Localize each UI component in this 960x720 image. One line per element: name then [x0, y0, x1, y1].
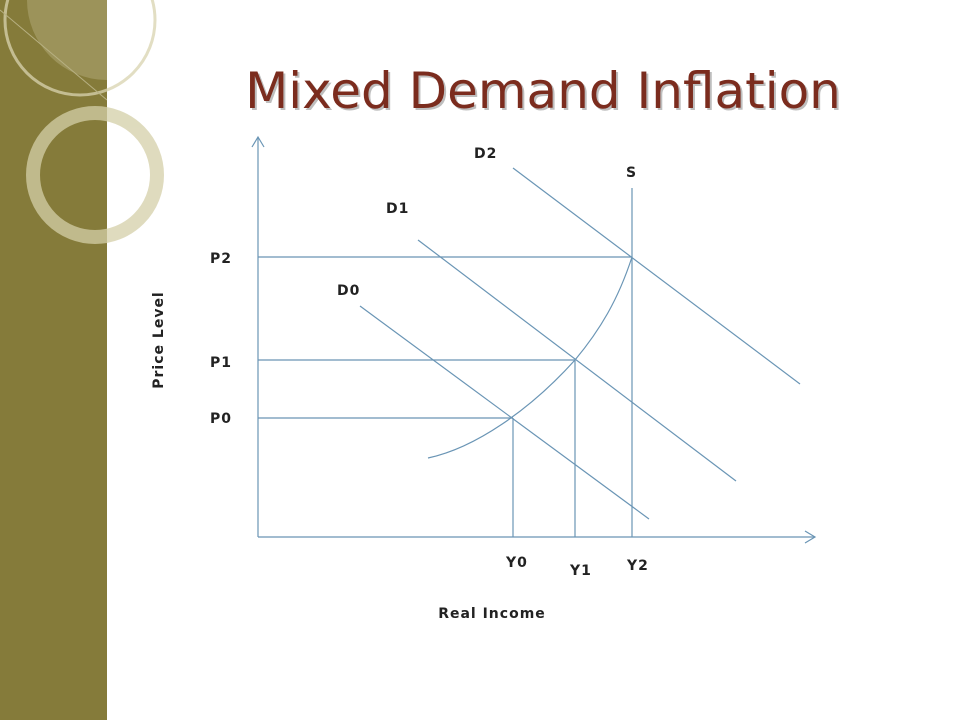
y-axis-label: Price Level: [151, 291, 167, 388]
title: Mixed Demand Inflation: [245, 62, 841, 120]
income-label: Y2: [626, 558, 649, 574]
income-label: Y1: [569, 563, 592, 579]
demand-d0: [359, 305, 650, 520]
demand-d2: [512, 167, 801, 385]
supply-curve: [427, 256, 633, 459]
axes: [251, 135, 817, 544]
price-label: P2: [210, 251, 232, 267]
income-label: Y0: [505, 555, 528, 571]
curve-label: S: [626, 165, 637, 181]
title-shadow: Mixed Demand Inflation: [247, 64, 843, 122]
decoration: [0, 0, 164, 244]
curve-label: D0: [337, 283, 360, 299]
curves: [258, 167, 801, 537]
demand-d1: [417, 239, 737, 482]
price-label: P0: [210, 411, 232, 427]
x-axis-label: Real Income: [438, 606, 546, 622]
price-label: P1: [210, 355, 232, 371]
curve-label: D2: [474, 146, 497, 162]
curve-label: D1: [386, 201, 409, 217]
